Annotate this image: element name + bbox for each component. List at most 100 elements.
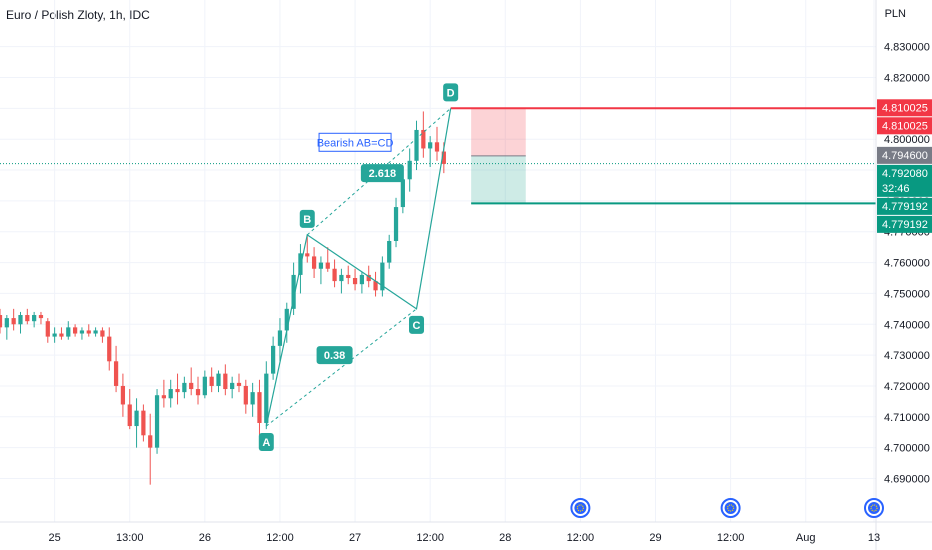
price-tag-bg bbox=[877, 197, 932, 215]
event-icon-stars bbox=[727, 504, 735, 512]
candle-body bbox=[380, 262, 385, 291]
price-tag-stop: 4.810025 bbox=[877, 99, 932, 117]
time-tick-label: 12:00 bbox=[567, 532, 595, 544]
price-tick-label: 4.800000 bbox=[884, 134, 930, 146]
pattern-point-a-bg bbox=[258, 433, 274, 452]
currency-label: PLN bbox=[884, 8, 906, 20]
candle-body bbox=[93, 330, 98, 334]
pattern-ratio-text: 0.38 bbox=[324, 350, 345, 362]
price-tick-label: 4.830000 bbox=[884, 42, 930, 54]
candle-body bbox=[250, 392, 255, 405]
candle-body bbox=[11, 318, 16, 325]
candle-body bbox=[414, 129, 419, 161]
candle-body bbox=[25, 315, 30, 322]
candle-body bbox=[332, 268, 337, 282]
pattern-ratio-bg bbox=[316, 346, 353, 365]
candle-body bbox=[352, 278, 358, 285]
candle-body bbox=[52, 333, 57, 337]
candle-body bbox=[202, 376, 207, 396]
candle-body bbox=[120, 385, 126, 405]
candle-body bbox=[223, 373, 228, 390]
candle-body bbox=[189, 382, 194, 390]
candle-body bbox=[400, 179, 405, 208]
candle-body bbox=[86, 330, 91, 334]
candle-body bbox=[339, 274, 344, 282]
time-tick-label: 13:00 bbox=[116, 532, 144, 544]
pattern-point-c-text: C bbox=[413, 320, 421, 332]
candle-body bbox=[66, 327, 71, 337]
pattern-name-text: Bearish AB=CD bbox=[317, 137, 394, 149]
event-icon-stars bbox=[576, 504, 584, 512]
price-tag-value: 4.779192 bbox=[882, 201, 928, 213]
price-tag-countdown: 32:46 bbox=[882, 183, 910, 195]
time-tick-label: Aug bbox=[796, 532, 816, 544]
time-axis[interactable]: 25 13:00 26 12:00 27 12:00 28 12:00 29 12:00 Aug 13 bbox=[0, 521, 932, 544]
symbol-title[interactable]: Euro / Polish Zloty, 1h, IDC bbox=[6, 8, 150, 22]
pattern-point-b-text: B bbox=[303, 214, 311, 226]
price-tag-value: 4.794600 bbox=[882, 150, 928, 162]
price-tag-value: 4.810025 bbox=[882, 102, 928, 114]
candle-body bbox=[38, 315, 44, 319]
time-tick-label: 12:00 bbox=[416, 532, 444, 544]
price-tag-bg bbox=[877, 117, 932, 135]
pattern-ratio-text: 2.618 bbox=[369, 168, 397, 180]
event-icon bbox=[720, 498, 741, 518]
candle-body bbox=[127, 404, 132, 427]
price-tag-target: 4.779192 bbox=[877, 215, 932, 233]
candle-body bbox=[154, 395, 160, 448]
price-tag-value: 4.779192 bbox=[882, 219, 928, 231]
candle-body bbox=[195, 389, 201, 396]
pattern-point-b-bg bbox=[299, 209, 315, 228]
abcd-pattern[interactable]: A B C D 0.38 2.618 Bearish AB=CD bbox=[258, 83, 459, 452]
bd-dashed bbox=[306, 107, 451, 236]
candle-body bbox=[100, 330, 105, 337]
pattern-point-d-bg bbox=[443, 83, 459, 102]
event-icon-core bbox=[868, 502, 880, 514]
candle-body bbox=[305, 253, 310, 257]
economic-events[interactable] bbox=[570, 498, 884, 518]
candle-body bbox=[318, 262, 324, 269]
take-profit-zone bbox=[471, 155, 526, 204]
time-tick-label: 28 bbox=[499, 532, 511, 544]
candle-body bbox=[428, 142, 433, 149]
ac-dashed bbox=[265, 308, 417, 427]
candle-body bbox=[264, 373, 269, 423]
candle-body bbox=[134, 410, 139, 427]
price-tag-bg bbox=[877, 146, 932, 164]
grid-lines bbox=[0, 0, 876, 522]
candle-body bbox=[284, 308, 289, 331]
candle-body bbox=[311, 256, 317, 269]
candle-body bbox=[393, 207, 399, 241]
candle-body bbox=[4, 318, 9, 328]
candle-body bbox=[236, 382, 242, 386]
candle-body bbox=[387, 240, 392, 263]
price-tick-label: 4.710000 bbox=[884, 412, 930, 424]
pattern-name-box bbox=[318, 132, 392, 152]
candle-body bbox=[107, 336, 112, 362]
candle-body bbox=[366, 274, 371, 282]
price-tick-label: 4.760000 bbox=[884, 258, 930, 270]
candle-body bbox=[216, 373, 221, 386]
time-tick-label: 27 bbox=[349, 532, 361, 544]
pattern-point-a-text: A bbox=[262, 437, 270, 449]
candle-body bbox=[421, 129, 426, 149]
price-axis[interactable]: 4.690000 4.700000 4.710000 4.720000 4.730000… bbox=[875, 0, 930, 550]
abcd-path bbox=[265, 108, 452, 427]
price-tag-stop: 4.810025 bbox=[877, 117, 932, 135]
pattern-name-label: Bearish AB=CD bbox=[317, 132, 394, 152]
event-icon-core bbox=[574, 502, 587, 514]
candle-body bbox=[407, 160, 412, 180]
candle-body bbox=[243, 385, 248, 405]
event-icon-stars bbox=[870, 504, 878, 512]
candle-body bbox=[148, 435, 153, 448]
price-tags: 4.810025 4.810025 4.794600 4.792080 32:46 4.7… bbox=[877, 99, 932, 233]
price-tick-label: 4.750000 bbox=[884, 288, 930, 300]
time-tick-label: 12:00 bbox=[717, 532, 745, 544]
candle-body bbox=[182, 382, 187, 393]
candle-body bbox=[59, 333, 64, 337]
position-zones bbox=[0, 107, 876, 205]
pattern-point-d-text: D bbox=[447, 87, 455, 99]
price-tag-value: 4.792080 bbox=[882, 168, 928, 180]
time-tick-label: 29 bbox=[649, 532, 661, 544]
